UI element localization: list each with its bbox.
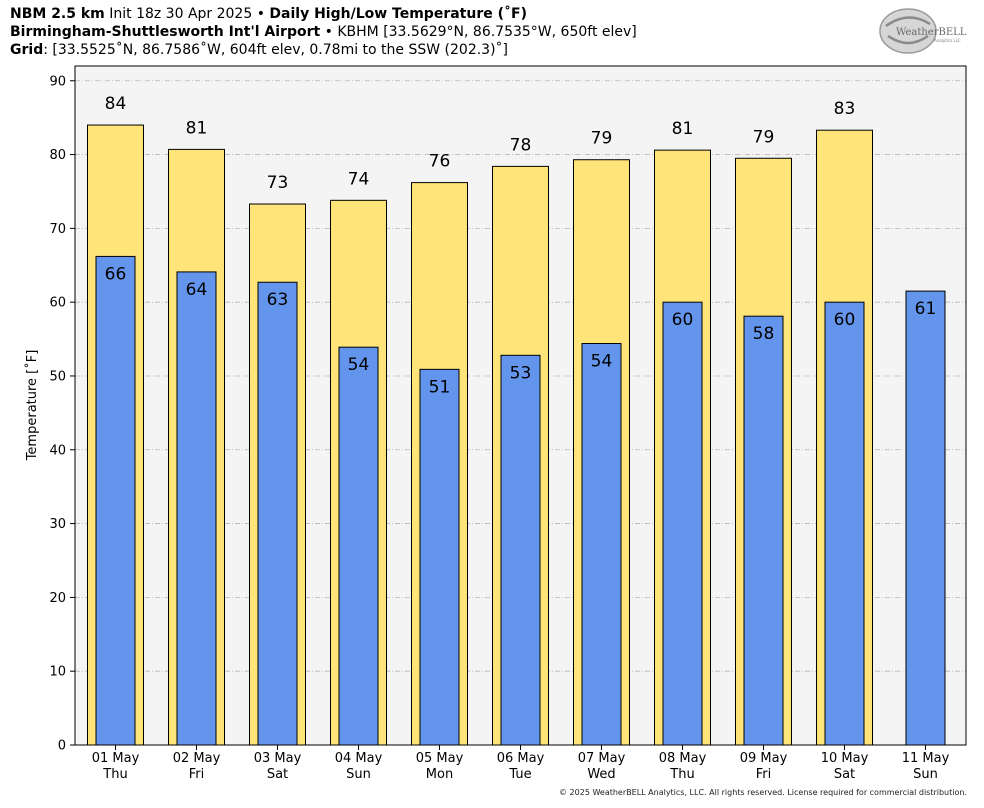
- high-temp-label: 81: [186, 118, 208, 138]
- x-tick-date: 04 May: [335, 751, 383, 766]
- high-temp-label: 83: [834, 99, 856, 119]
- low-temp-bar: [95, 255, 136, 746]
- logo-subtext: Analytics LLC: [934, 38, 961, 43]
- x-tick-date: 01 May: [92, 751, 140, 766]
- y-axis: 0 10 20 30 40 50 60 70 80 90: [49, 74, 75, 754]
- y-tick-label: 40: [49, 443, 66, 458]
- high-temp-label: 78: [510, 135, 532, 155]
- low-temp-bar: [176, 271, 217, 746]
- x-tick-day: Thu: [669, 767, 694, 782]
- high-temp-label: 76: [429, 152, 451, 172]
- x-tick-day: Wed: [587, 767, 615, 782]
- data-labels: 84 81 73 74 76 78 79 81 79 83 66 64 63 54 51 53 54 60 58 60…: [105, 94, 937, 397]
- x-tick-date: 09 May: [740, 751, 788, 766]
- y-tick-label: 80: [49, 148, 66, 163]
- x-tick-day: Thu: [102, 767, 127, 782]
- low-temp-bar: [662, 301, 703, 746]
- x-tick-day: Sun: [913, 767, 938, 782]
- chart-title-line-2: Birmingham-Shuttlesworth Int'l Airport •…: [10, 24, 637, 41]
- low-temp-bar: [257, 281, 298, 746]
- low-temp-bar: [905, 290, 946, 746]
- low-temp-label: 54: [591, 352, 613, 372]
- low-temp-label: 54: [348, 355, 370, 375]
- chart-title-line-1: NBM 2.5 km Init 18z 30 Apr 2025 • Daily …: [10, 6, 527, 23]
- grid-label: Grid: [10, 42, 44, 58]
- copyright-footer: © 2025 WeatherBELL Analytics, LLC. All r…: [559, 788, 967, 797]
- low-temp-label: 60: [834, 310, 856, 330]
- y-tick-label: 0: [58, 739, 66, 754]
- x-tick-day: Sat: [834, 767, 855, 782]
- x-tick-day: Sat: [267, 767, 288, 782]
- low-temp-label: 63: [267, 290, 289, 310]
- high-temp-label: 74: [348, 169, 370, 189]
- low-temp-label: 51: [429, 377, 451, 397]
- y-tick-label: 70: [49, 222, 66, 237]
- model-name: NBM 2.5 km: [10, 6, 105, 22]
- x-tick-date: 08 May: [659, 751, 707, 766]
- y-tick-label: 50: [49, 369, 66, 384]
- x-tick-day: Tue: [508, 767, 531, 782]
- x-tick-day: Fri: [756, 767, 772, 782]
- init-time: Init 18z 30 Apr 2025 •: [104, 6, 270, 22]
- y-tick-label: 20: [49, 591, 66, 606]
- low-temp-bar: [419, 368, 460, 746]
- y-tick-label: 90: [49, 74, 66, 89]
- high-temp-label: 84: [105, 94, 127, 114]
- logo-text: WeatherBELL: [896, 27, 967, 38]
- low-temp-label: 64: [186, 280, 208, 300]
- x-tick-day: Mon: [426, 767, 453, 782]
- x-tick-date: 11 May: [902, 751, 950, 766]
- station-name: Birmingham-Shuttlesworth Int'l Airport: [10, 24, 321, 40]
- low-temp-label: 58: [753, 324, 775, 344]
- low-temp-bar: [824, 301, 865, 746]
- low-temp-label: 60: [672, 310, 694, 330]
- high-temp-label: 81: [672, 119, 694, 139]
- grid-details: : [33.5525˚N, 86.7586˚W, 604ft elev, 0.7…: [43, 42, 509, 58]
- x-tick-date: 07 May: [578, 751, 626, 766]
- low-temp-bar: [500, 354, 541, 746]
- high-temp-label: 79: [591, 129, 613, 149]
- x-tick-date: 03 May: [254, 751, 302, 766]
- station-details: • KBHM [33.5629°N, 86.7535°W, 650ft elev…: [320, 24, 637, 40]
- low-temp-label: 61: [915, 299, 937, 319]
- high-temp-label: 79: [753, 127, 775, 147]
- y-axis-label: Temperature [˚F]: [24, 350, 40, 462]
- low-temp-bar: [338, 346, 379, 746]
- low-temp-label: 53: [510, 363, 532, 383]
- y-tick-label: 10: [49, 665, 66, 680]
- x-tick-day: Sun: [346, 767, 371, 782]
- x-tick-date: 10 May: [821, 751, 869, 766]
- low-temp-label: 66: [105, 264, 127, 284]
- bars: [87, 124, 946, 746]
- low-temp-bar: [743, 315, 784, 746]
- x-tick-date: 06 May: [497, 751, 545, 766]
- x-tick-date: 02 May: [173, 751, 221, 766]
- low-temp-bar: [581, 343, 622, 746]
- x-tick-date: 05 May: [416, 751, 464, 766]
- y-tick-label: 60: [49, 296, 66, 311]
- product-name: Daily High/Low Temperature (˚F): [269, 6, 527, 22]
- x-tick-day: Fri: [189, 767, 205, 782]
- chart-title-line-3: Grid: [33.5525˚N, 86.7586˚W, 604ft elev,…: [10, 42, 508, 59]
- high-temp-label: 73: [267, 173, 289, 193]
- weatherbell-logo: WeatherBELL Analytics LLC: [879, 8, 967, 54]
- y-tick-label: 30: [49, 517, 66, 532]
